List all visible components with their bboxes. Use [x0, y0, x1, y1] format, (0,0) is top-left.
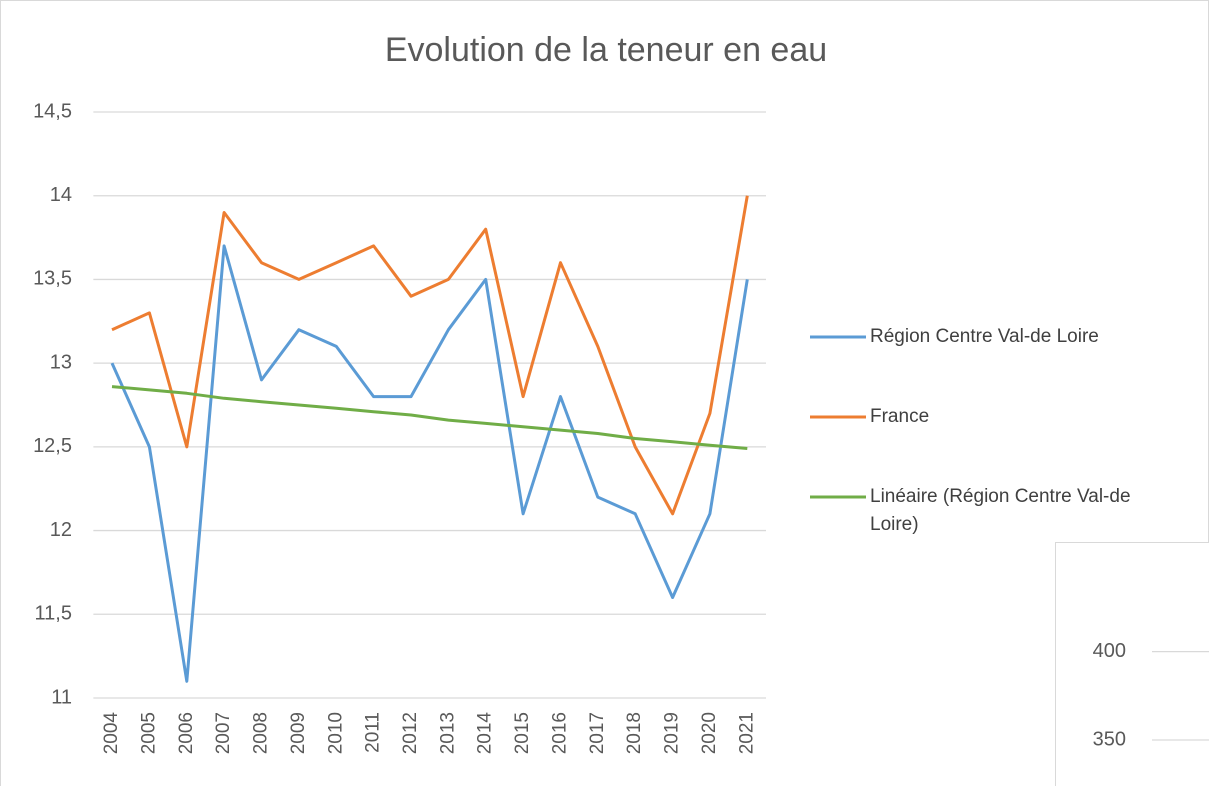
- x-tick-label: 2015: [512, 712, 533, 754]
- x-tick-label: 2020: [699, 712, 720, 754]
- series-line: [110, 244, 749, 683]
- y-tick-label: 400: [1093, 640, 1126, 662]
- x-tick-label: 2014: [475, 712, 496, 755]
- second-chart-frame: [1055, 542, 1209, 786]
- y-tick-label: 12: [50, 519, 72, 541]
- x-tick-label: 2016: [549, 712, 570, 754]
- x-tick-label: 2018: [624, 712, 645, 754]
- y-tick-label: 350: [1093, 728, 1126, 750]
- legend-label: Linéaire (Région Centre Val-de Loire): [870, 486, 1131, 535]
- y-tick-label: 11: [51, 686, 72, 708]
- x-tick-label: 2013: [437, 712, 458, 754]
- x-tick-label: 2008: [251, 712, 272, 754]
- x-tick-label: 2007: [213, 712, 234, 754]
- x-tick-label: 2019: [662, 712, 683, 754]
- series-line: [111, 195, 749, 516]
- legend-label: France: [870, 406, 930, 427]
- x-tick-label: 2010: [325, 712, 346, 754]
- x-tick-label: 2006: [176, 712, 197, 754]
- y-tick-label: 12,5: [33, 435, 72, 457]
- chart-title: Evolution de la teneur en eau: [385, 31, 827, 69]
- x-tick-label: 2017: [587, 712, 608, 754]
- x-tick-label: 2005: [138, 712, 159, 754]
- x-tick-label: 2009: [288, 712, 309, 754]
- x-tick-label: 2011: [363, 712, 384, 753]
- y-tick-label: 13: [50, 351, 72, 373]
- legend-label: Région Centre Val-de Loire: [870, 326, 1099, 347]
- y-tick-label: 11,5: [35, 603, 72, 625]
- x-tick-label: 2012: [400, 712, 421, 754]
- y-tick-label: 14,5: [33, 100, 72, 122]
- y-tick-label: 13,5: [33, 268, 72, 290]
- x-tick-label: 2021: [736, 712, 757, 754]
- series-line: [111, 385, 748, 450]
- x-tick-label: 2004: [101, 712, 122, 755]
- y-tick-label: 14: [50, 184, 72, 206]
